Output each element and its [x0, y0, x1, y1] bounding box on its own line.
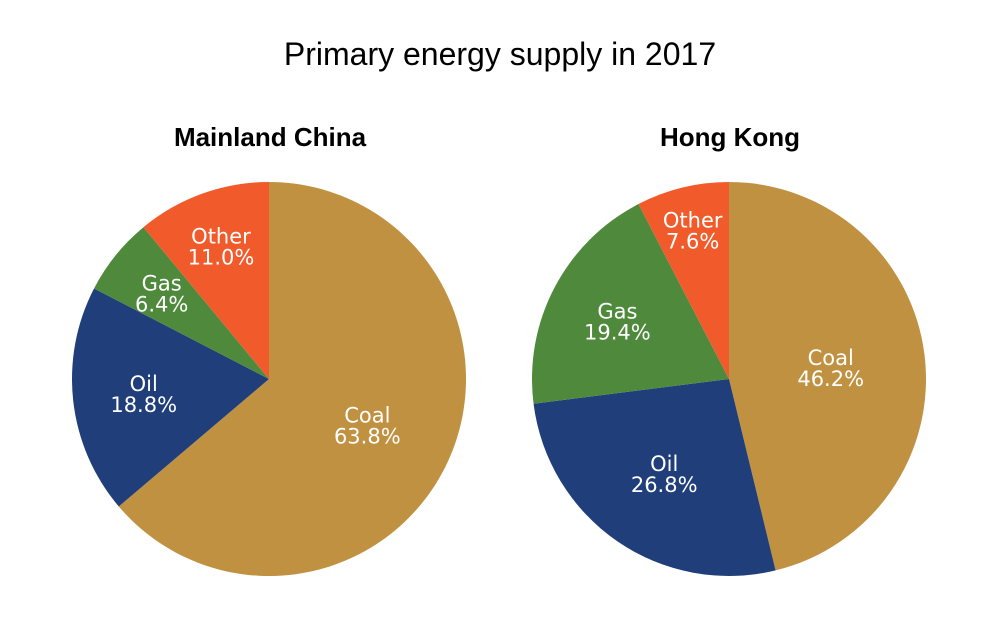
slice-value-mainland-china-other: 11.0% — [188, 246, 255, 270]
slice-value-hong-kong-oil: 26.8% — [631, 473, 698, 497]
pie-slice-mainland-china-coal — [118, 182, 467, 576]
slice-label-mainland-china-coal: Coal — [344, 404, 390, 428]
slice-label-hong-kong-other: Other — [663, 209, 723, 233]
pie-slice-mainland-china-gas — [94, 227, 269, 379]
pie-slice-hong-kong-coal — [729, 182, 926, 571]
slice-value-hong-kong-other: 7.6% — [666, 230, 719, 254]
slice-label-mainland-china-oil: Oil — [130, 372, 158, 396]
slice-label-mainland-china-other: Other — [191, 225, 251, 249]
pie-slice-mainland-china-oil — [72, 288, 269, 507]
slice-value-mainland-china-oil: 18.8% — [110, 393, 177, 417]
chart-title: Primary energy supply in 2017 — [283, 36, 717, 72]
slice-value-mainland-china-gas: 6.4% — [135, 292, 188, 316]
slice-label-hong-kong-coal: Coal — [808, 346, 854, 370]
pie-slice-mainland-china-other — [143, 182, 269, 379]
slice-label-hong-kong-oil: Oil — [650, 452, 678, 476]
slice-value-hong-kong-coal: 46.2% — [797, 367, 864, 391]
pie-slice-hong-kong-gas — [531, 204, 729, 404]
pie-slice-hong-kong-other — [638, 182, 729, 379]
pie-subtitle-hong-kong: Hong Kong — [659, 122, 801, 152]
slice-value-hong-kong-gas: 19.4% — [584, 320, 651, 344]
pie-slice-hong-kong-oil — [533, 379, 776, 576]
slice-label-hong-kong-gas: Gas — [597, 299, 637, 323]
slice-value-mainland-china-coal: 63.8% — [334, 425, 401, 449]
slice-label-mainland-china-gas: Gas — [142, 271, 182, 295]
pie-subtitle-mainland-china: Mainland China — [173, 122, 367, 152]
